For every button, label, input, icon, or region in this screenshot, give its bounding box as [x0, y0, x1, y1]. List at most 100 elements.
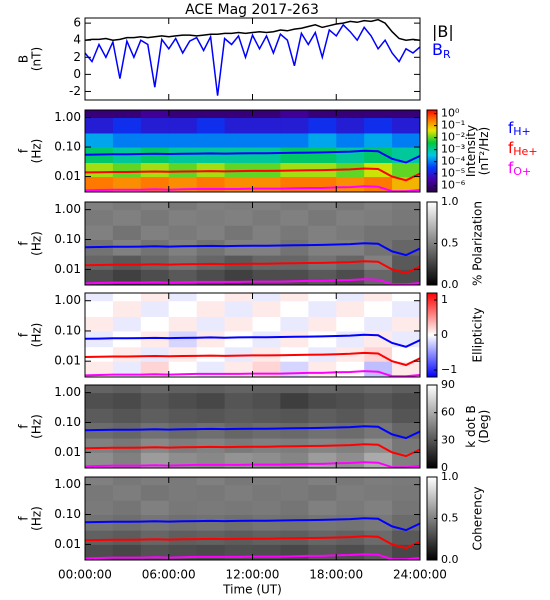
heatmap-cell: [140, 392, 170, 409]
heatmap-cell: [224, 300, 253, 318]
heatmap-cell: [336, 132, 365, 148]
heatmap-cell: [85, 452, 114, 468]
heatmap-cell: [280, 239, 309, 256]
y-axis-label: f: [17, 332, 31, 337]
heatmap-cell: [252, 330, 281, 348]
heatmap-cell: [224, 209, 253, 226]
heatmap-cell: [364, 477, 393, 486]
heatmap-cell: [140, 361, 170, 377]
heatmap-cell: [336, 408, 365, 424]
heatmap-cell: [196, 392, 226, 409]
heatmap-cell: [112, 385, 142, 394]
legend-subscript: H+: [513, 125, 531, 138]
heatmap-cell: [280, 361, 309, 377]
heatmap-cell: [85, 392, 114, 409]
heatmap-cell: [252, 544, 281, 560]
heatmap-cell: [364, 147, 393, 163]
heatmap-cell: [196, 500, 226, 516]
heatmap-cell: [392, 209, 420, 226]
heatmap-cell: [112, 316, 142, 332]
heatmap-cell: [196, 346, 226, 362]
heatmap-cell: [308, 225, 337, 241]
heatmap-cell: [224, 293, 253, 302]
heatmap-cell: [392, 361, 420, 377]
heatmap-cell: [196, 239, 226, 256]
heatmap-cell: [168, 408, 198, 424]
legend-entry: BR: [432, 40, 451, 62]
heatmap-cell: [252, 385, 281, 394]
heatmap-cell: [280, 477, 309, 486]
heatmap-cell: [196, 422, 226, 439]
heatmap-cell: [252, 239, 281, 256]
heatmap-cell: [392, 176, 420, 192]
heatmap-cell: [336, 500, 365, 516]
legend-entry: fH+: [508, 119, 531, 139]
heatmap-cell: [224, 225, 253, 241]
heatmap-cell: [140, 147, 170, 163]
heatmap-cell: [196, 408, 226, 424]
heatmap-cell: [392, 316, 420, 332]
heatmap-cell: [392, 346, 420, 362]
heatmap-cell: [364, 209, 393, 226]
heatmap-cell: [364, 300, 393, 318]
heatmap-cell: [85, 477, 114, 486]
colorbar-label: % Polarization: [471, 201, 485, 286]
y-tick-label: 0.10: [54, 323, 81, 337]
heatmap-cell: [168, 162, 198, 178]
heatmap-cell: [85, 361, 114, 377]
chart-title: ACE Mag 2017-263: [185, 2, 319, 18]
heatmap-cell: [336, 117, 365, 134]
y-tick-label: 0.01: [54, 169, 81, 183]
plot-area: [85, 293, 420, 377]
heatmap-cell: [308, 202, 337, 211]
y-tick-label: -2: [69, 84, 81, 98]
heatmap-cell: [336, 269, 365, 285]
heatmap-cell: [112, 225, 142, 241]
x-tick-label: 00:00:00: [58, 568, 112, 582]
y-tick-label: 0.10: [54, 507, 81, 521]
heatmap-cell: [196, 452, 226, 468]
y-axis-label: (Hz): [30, 506, 44, 531]
heatmap-cell: [280, 392, 309, 409]
y-axis-label: (Hz): [30, 139, 44, 164]
heatmap-cell: [308, 132, 337, 148]
heatmap-cell: [85, 300, 114, 318]
heatmap-cell: [168, 438, 198, 453]
plot-area: [85, 477, 420, 560]
y-tick-label: 0.10: [54, 140, 81, 154]
heatmap-cell: [252, 110, 281, 119]
heatmap-cell: [364, 484, 393, 501]
legend-name: f: [508, 139, 514, 157]
heatmap-cell: [364, 239, 393, 256]
heatmap-cell: [85, 132, 114, 148]
heatmap-cell: [85, 544, 114, 560]
colorbar-tick-label: 10⁻⁴: [441, 155, 466, 168]
heatmap-cell: [308, 147, 337, 163]
plot-area: [85, 18, 420, 96]
heatmap-cell: [392, 162, 420, 178]
heatmap-cell: [336, 385, 365, 394]
y-tick-label: 6: [73, 16, 81, 30]
legend-entry: fO+: [508, 159, 531, 179]
frequency-line: [85, 167, 420, 182]
colorbar-tick-label: −1: [441, 363, 457, 376]
x-tick-label: 12:00:00: [226, 568, 280, 582]
heatmap-cell: [308, 392, 337, 409]
heatmap-cell: [336, 514, 365, 531]
heatmap-cell: [364, 225, 393, 241]
heatmap-cell: [168, 422, 198, 439]
heatmap-cell: [336, 209, 365, 226]
heatmap-cell: [224, 132, 253, 148]
heatmap-cell: [196, 330, 226, 348]
heatmap-cell: [168, 293, 198, 302]
heatmap-cell: [392, 392, 420, 409]
heatmap-cell: [168, 239, 198, 256]
heatmap-cell: [85, 225, 114, 241]
heatmap-cell: [364, 330, 393, 348]
heatmap-cell: [336, 330, 365, 348]
heatmap-cell: [168, 202, 198, 211]
y-tick-label: 4: [73, 33, 81, 47]
heatmap-cell: [252, 176, 281, 192]
heatmap-cell: [392, 438, 420, 453]
y-axis-label: f: [17, 424, 31, 429]
